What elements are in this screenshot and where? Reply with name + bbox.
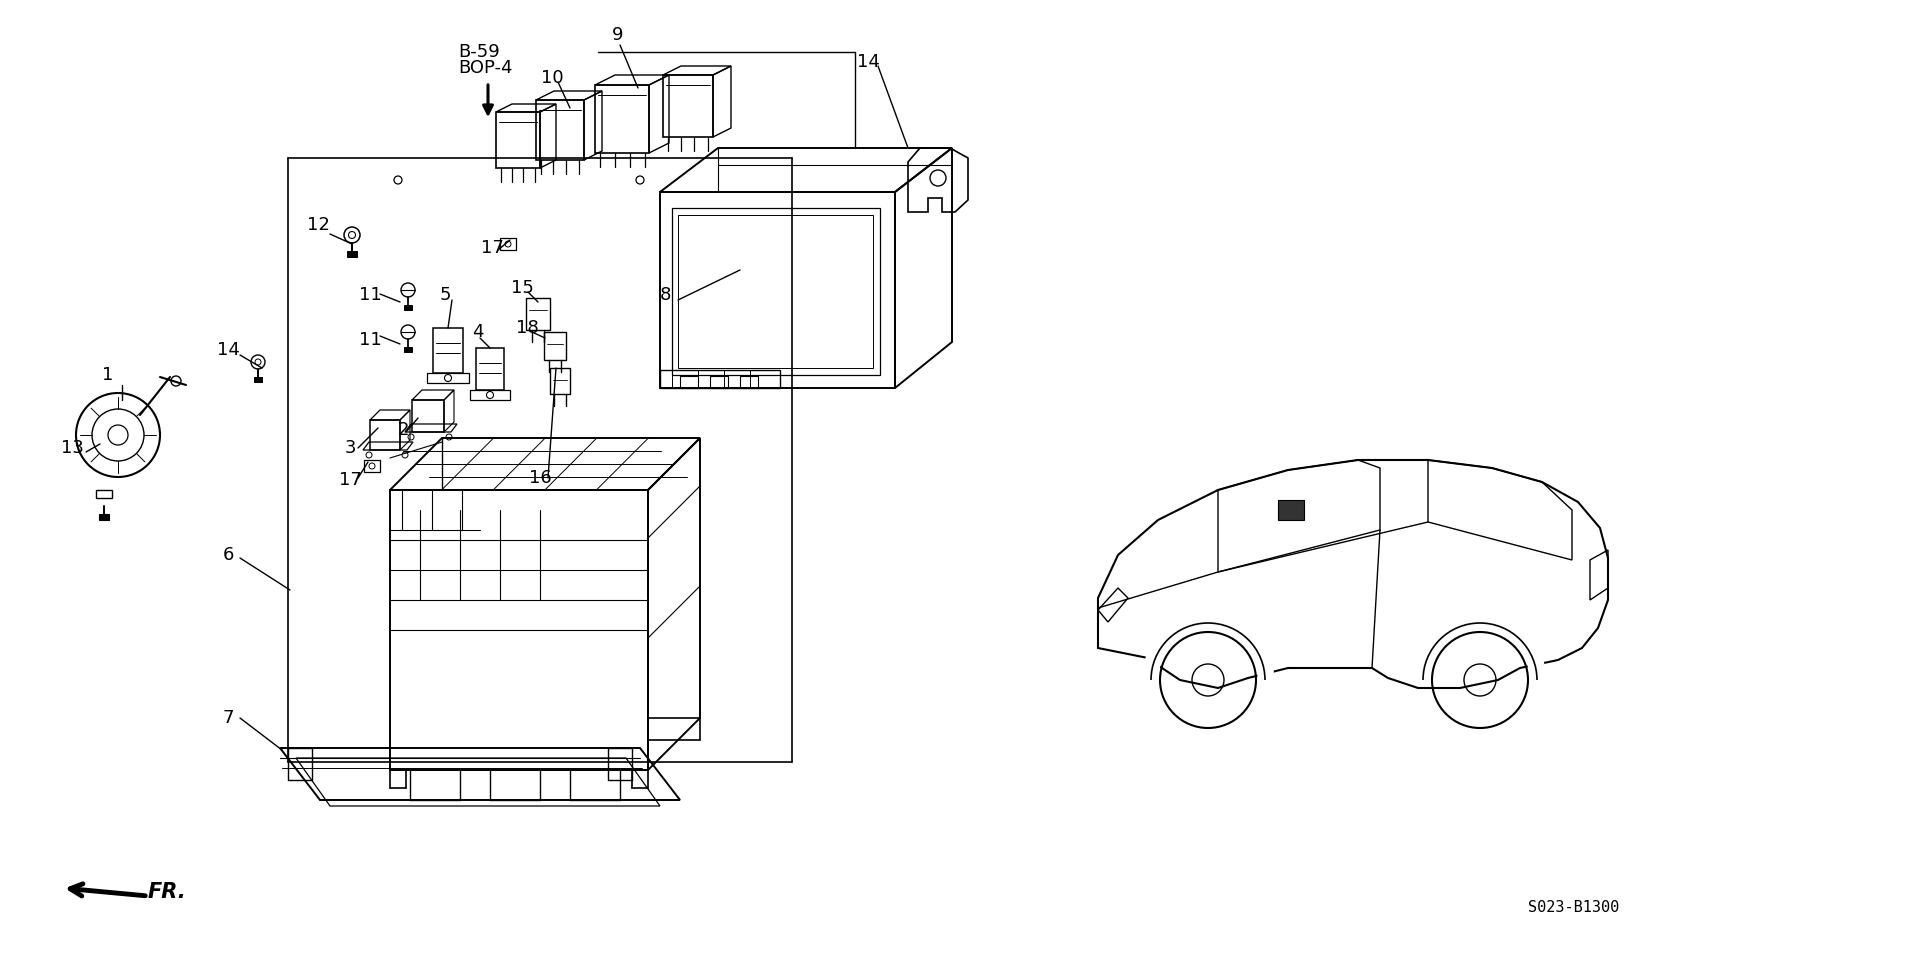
Text: 5: 5 [440,286,451,304]
Text: 4: 4 [472,323,484,341]
Text: 11: 11 [359,331,382,349]
Bar [739,376,758,388]
Text: 8: 8 [659,286,670,304]
Bar [348,251,357,257]
Text: 1: 1 [102,366,113,384]
Text: 17: 17 [480,239,503,257]
Text: 12: 12 [307,216,330,234]
Text: 13: 13 [61,439,83,457]
Text: 3: 3 [344,439,355,457]
Text: S023-B1300: S023-B1300 [1528,901,1619,916]
Bar [680,376,699,388]
Bar [253,377,261,382]
Text: 11: 11 [359,286,382,304]
Text: 9: 9 [612,26,624,44]
Text: 14: 14 [217,341,240,359]
Text: B-59: B-59 [459,43,499,61]
Text: 16: 16 [528,469,551,487]
Bar [1279,500,1304,520]
Text: 14: 14 [856,53,879,71]
Text: BOP-4: BOP-4 [459,59,513,77]
Text: 15: 15 [511,279,534,297]
Text: 17: 17 [338,471,361,489]
Text: 6: 6 [223,546,234,564]
Bar [403,305,413,310]
Text: 2: 2 [397,421,409,439]
Bar [710,376,728,388]
Text: 10: 10 [541,69,563,87]
Text: FR.: FR. [148,882,186,902]
Text: 18: 18 [516,319,538,337]
Bar [100,514,109,520]
Bar [403,347,413,352]
Bar [96,490,111,498]
Text: 7: 7 [223,709,234,727]
